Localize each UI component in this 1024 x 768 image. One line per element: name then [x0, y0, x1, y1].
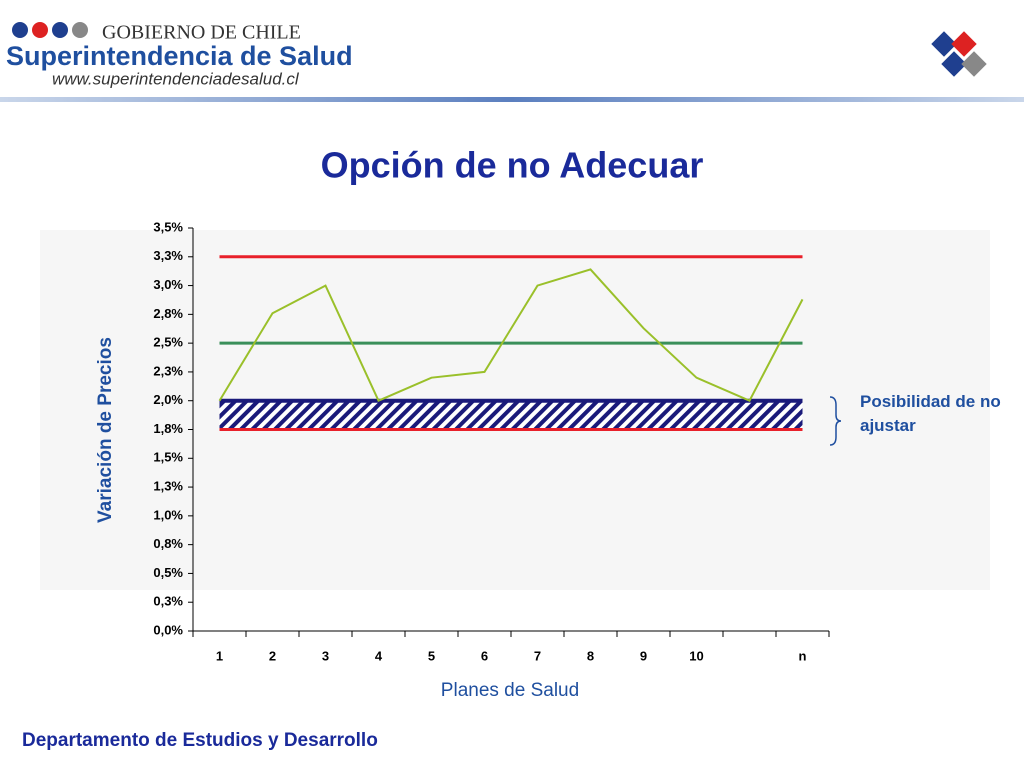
y-tick-label: 0,8%: [153, 536, 183, 551]
x-tick-label: 7: [534, 648, 541, 663]
y-tick-label: 3,0%: [153, 277, 183, 292]
x-tick-label: 2: [269, 648, 276, 663]
y-tick-label: 3,5%: [153, 219, 183, 234]
x-tick-label: 6: [481, 648, 488, 663]
x-tick-label: 3: [322, 648, 329, 663]
y-axis-label: Variación de Precios: [95, 337, 116, 523]
footer: Departamento de Estudios y Desarrollo: [22, 730, 378, 751]
x-axis-label: Planes de Salud: [441, 680, 579, 701]
agency-name: Superintendencia de Salud: [6, 41, 353, 71]
x-tick-label: 8: [587, 648, 594, 663]
annotation-box: Posibilidad de no ajustar: [860, 392, 1001, 435]
brace: [829, 396, 842, 446]
x-tick-label: n: [799, 648, 807, 663]
y-tick-label: 1,3%: [153, 479, 183, 494]
agency-logo: [931, 31, 987, 77]
gov-name: GOBIERNO DE CHILE: [102, 22, 301, 44]
y-tick-label: 1,0%: [153, 507, 183, 522]
annotation: Posibilidad de no ajustar: [860, 392, 1001, 435]
data-line: [218, 268, 804, 403]
y-tick-label: 2,8%: [153, 306, 183, 321]
x-tick-label: 5: [428, 648, 435, 663]
x-tick-label: 4: [375, 648, 383, 663]
y-tick-label: 2,0%: [153, 392, 183, 407]
y-tick-label: 3,3%: [153, 248, 183, 263]
header-rule: [0, 97, 1024, 102]
y-tick-label: 0,3%: [153, 594, 183, 609]
y-tick-label: 2,3%: [153, 363, 183, 378]
header-bg: [0, 0, 1024, 100]
y-tick-label: 0,0%: [153, 622, 183, 637]
band: [219, 400, 803, 430]
website: www.superintendenciadesalud.cl: [52, 69, 300, 88]
x-tick-label: 1: [216, 648, 223, 663]
y-tick-label: 1,5%: [153, 450, 183, 465]
y-tick-label: 2,5%: [153, 335, 183, 350]
gov-logo: [12, 22, 88, 38]
chart-title: Opción de no Adecuar: [321, 145, 704, 186]
y-tick-label: 0,5%: [153, 565, 183, 580]
y-tick-label: 1,8%: [153, 421, 183, 436]
x-tick-label: 9: [640, 648, 647, 663]
x-tick-label: 10: [689, 648, 703, 663]
